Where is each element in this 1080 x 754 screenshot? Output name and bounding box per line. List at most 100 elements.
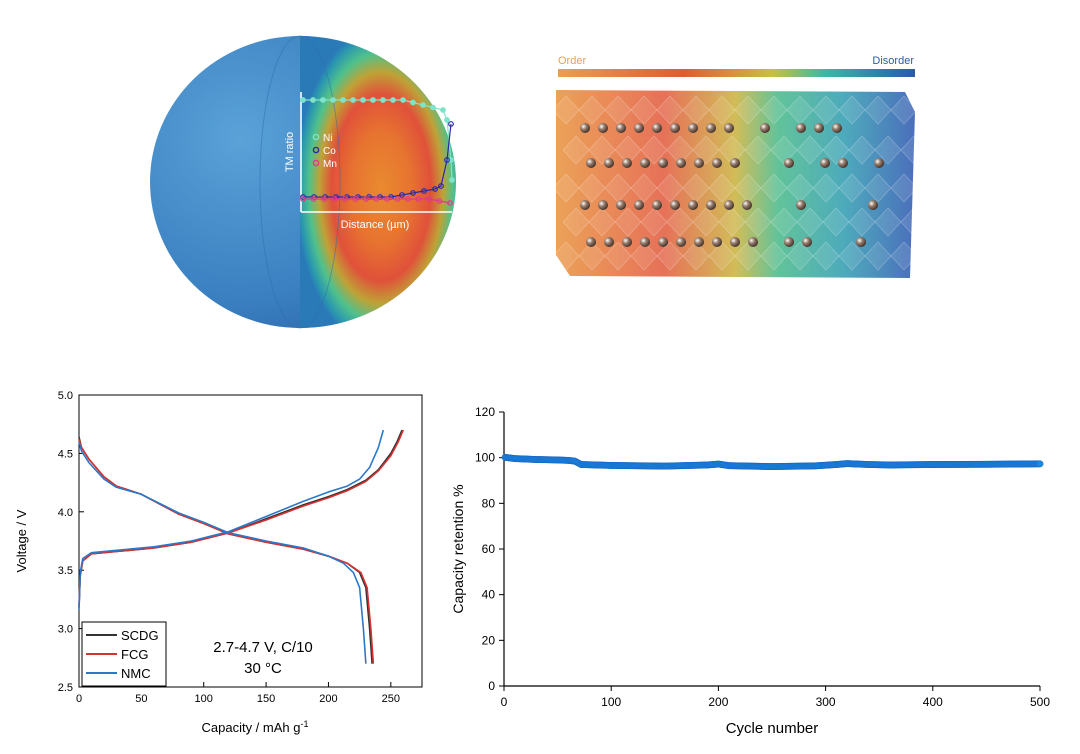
- ni-point: [311, 98, 316, 103]
- atom: [670, 200, 680, 210]
- atom: [748, 237, 758, 247]
- atom: [694, 158, 704, 168]
- voltage-xlabel: Capacity / mAh g-1: [201, 719, 308, 735]
- nmc-legend-label: NMC: [121, 666, 151, 681]
- y-tick-label: 100: [475, 451, 495, 465]
- atom: [598, 200, 608, 210]
- y-tick-label: 4.0: [58, 507, 73, 519]
- atom: [712, 158, 722, 168]
- inset-xlabel: Distance (µm): [341, 219, 410, 231]
- ni-point: [431, 105, 436, 110]
- atom: [706, 123, 716, 133]
- ni-point: [331, 98, 336, 103]
- ni-point: [341, 98, 346, 103]
- y-tick-label: 60: [482, 542, 496, 556]
- atom: [688, 123, 698, 133]
- ni-point: [371, 98, 376, 103]
- atom: [784, 237, 794, 247]
- x-tick-label: 200: [708, 695, 728, 709]
- x-tick-label: 100: [195, 693, 213, 705]
- ni-point: [421, 103, 426, 108]
- temperature-annotation: 30 °C: [244, 660, 282, 677]
- retention-markers: [502, 454, 1043, 470]
- atom: [652, 123, 662, 133]
- atom: [640, 237, 650, 247]
- atom: [676, 158, 686, 168]
- x-tick-label: 300: [816, 695, 836, 709]
- fcg-charge-curve: [79, 430, 403, 605]
- condition-annotation: 2.7-4.7 V, C/10: [213, 639, 313, 656]
- retention-xlabel: Cycle number: [726, 720, 819, 737]
- legend-mn: Mn: [323, 159, 337, 170]
- sphere-cross-section: [300, 36, 456, 328]
- atom: [724, 123, 734, 133]
- y-tick-label: 120: [475, 405, 495, 419]
- atom: [712, 237, 722, 247]
- atom: [580, 123, 590, 133]
- atom: [658, 237, 668, 247]
- ni-point: [361, 98, 366, 103]
- sphere-illustration: TM ratio Distance (µm) Ni Co Mn: [150, 36, 456, 328]
- ni-point: [445, 118, 450, 123]
- atom: [742, 200, 752, 210]
- retention-ylabel: Capacity retention %: [450, 484, 466, 613]
- atom: [694, 237, 704, 247]
- atom: [634, 200, 644, 210]
- atom: [580, 200, 590, 210]
- atom: [706, 200, 716, 210]
- atom: [796, 123, 806, 133]
- scdg-charge-curve: [79, 430, 402, 608]
- x-tick-label: 0: [76, 693, 82, 705]
- atom: [730, 237, 740, 247]
- atom: [724, 200, 734, 210]
- ni-point: [301, 98, 306, 103]
- x-tick-label: 50: [135, 693, 147, 705]
- x-tick-label: 0: [501, 695, 508, 709]
- x-tick-label: 150: [257, 693, 275, 705]
- ni-point: [401, 98, 406, 103]
- x-tick-label: 250: [382, 693, 400, 705]
- ni-point: [441, 108, 446, 113]
- retention-point: [1037, 461, 1043, 467]
- atom: [856, 237, 866, 247]
- y-tick-label: 0: [488, 679, 495, 693]
- y-tick-label: 2.5: [58, 682, 73, 694]
- voltage-chart: 0 50 100 150 200 2502.53.03.54.04.55.0 Voltag…: [14, 390, 422, 735]
- voltage-legend: SCDG FCG NMC: [82, 622, 166, 686]
- inset-ylabel: TM ratio: [284, 132, 296, 172]
- y-tick-label: 3.0: [58, 624, 73, 636]
- y-tick-label: 40: [482, 588, 496, 602]
- atom: [622, 237, 632, 247]
- x-tick-label: 400: [923, 695, 943, 709]
- atom: [670, 123, 680, 133]
- nmc-charge-curve: [79, 430, 383, 610]
- y-tick-label: 4.5: [58, 448, 73, 460]
- y-tick-label: 20: [482, 633, 496, 647]
- atom: [874, 158, 884, 168]
- ni-point: [391, 98, 396, 103]
- atom: [586, 237, 596, 247]
- lattice-illustration: Order Disorder: [553, 55, 927, 278]
- atom: [796, 200, 806, 210]
- atom: [868, 200, 878, 210]
- atom: [802, 237, 812, 247]
- fcg-legend-label: FCG: [121, 647, 148, 662]
- x-tick-label: 200: [319, 693, 337, 705]
- atom: [622, 158, 632, 168]
- y-tick-label: 80: [482, 496, 496, 510]
- atom: [652, 200, 662, 210]
- atom: [604, 237, 614, 247]
- atom: [784, 158, 794, 168]
- legend-co: Co: [323, 146, 336, 157]
- disorder-label: Disorder: [872, 55, 914, 67]
- order-label: Order: [558, 55, 586, 67]
- ni-point: [351, 98, 356, 103]
- y-tick-label: 5.0: [58, 390, 73, 402]
- atom: [604, 158, 614, 168]
- scdg-legend-label: SCDG: [121, 628, 159, 643]
- atom: [658, 158, 668, 168]
- ni-point: [411, 100, 416, 105]
- atom: [616, 123, 626, 133]
- legend-ni: Ni: [323, 133, 332, 144]
- atom: [820, 158, 830, 168]
